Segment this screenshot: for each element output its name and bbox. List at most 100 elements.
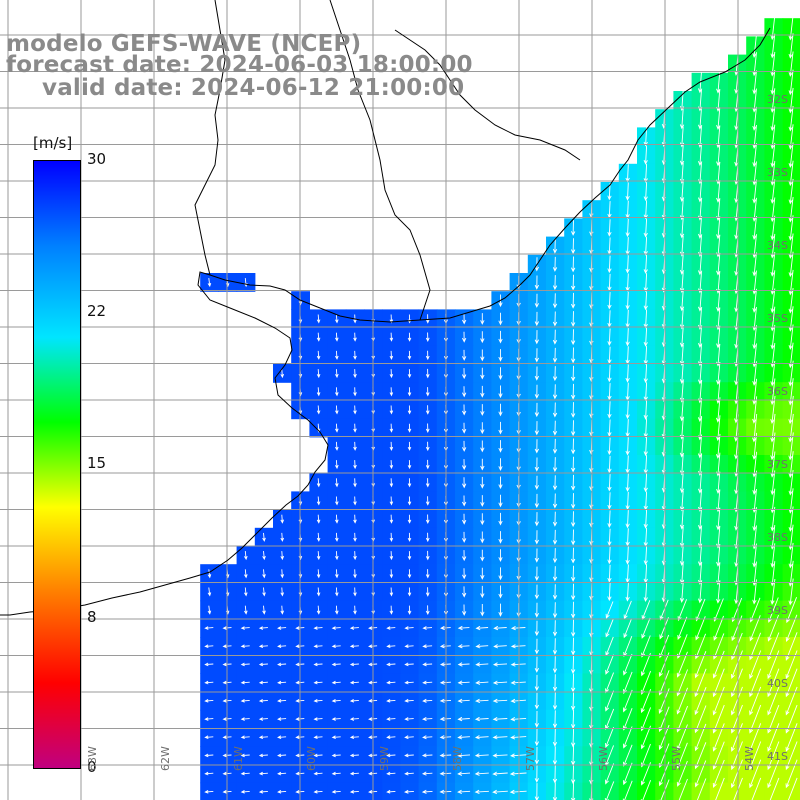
wind-arrow bbox=[204, 717, 214, 721]
wind-arrow bbox=[480, 349, 485, 362]
wind-arrow bbox=[713, 633, 725, 660]
wind-arrow bbox=[788, 542, 794, 569]
wind-arrow bbox=[570, 329, 576, 346]
wind-arrow bbox=[316, 314, 321, 324]
wind-arrow bbox=[679, 144, 685, 166]
wind-arrow bbox=[625, 400, 630, 420]
wind-arrow bbox=[752, 470, 757, 495]
wind-arrow bbox=[679, 344, 685, 366]
wind-arrow bbox=[679, 235, 685, 257]
wind-arrow bbox=[386, 735, 396, 740]
wind-arrow bbox=[389, 387, 394, 397]
colorbar-tick-8: 8 bbox=[87, 608, 97, 626]
wind-arrow bbox=[277, 771, 287, 776]
wind-arrow bbox=[752, 361, 757, 386]
wind-arrow bbox=[407, 605, 412, 615]
wind-arrow bbox=[335, 423, 339, 433]
wind-arrow bbox=[349, 790, 359, 794]
wind-arrow bbox=[643, 418, 648, 439]
wind-arrow bbox=[240, 662, 250, 667]
wind-arrow bbox=[716, 562, 721, 586]
wind-arrow bbox=[475, 698, 489, 704]
wind-arrow bbox=[552, 584, 558, 600]
wind-arrow bbox=[659, 599, 669, 621]
wind-arrow bbox=[335, 405, 339, 415]
wind-arrow bbox=[389, 423, 394, 433]
wind-arrow bbox=[480, 367, 485, 380]
wind-arrow bbox=[607, 401, 612, 419]
wind-arrow bbox=[389, 350, 394, 360]
wind-arrow bbox=[404, 735, 414, 740]
wind-arrow bbox=[258, 699, 268, 703]
wind-arrow bbox=[570, 691, 576, 711]
wind-arrow bbox=[353, 496, 357, 506]
wind-arrow bbox=[570, 292, 576, 309]
wind-arrow bbox=[386, 717, 396, 721]
wind-arrow bbox=[570, 365, 576, 382]
wind-arrow bbox=[552, 728, 558, 747]
wind-arrow bbox=[425, 569, 430, 579]
wind-arrow bbox=[407, 551, 412, 561]
wind-arrow bbox=[353, 605, 357, 615]
wind-arrow bbox=[349, 662, 359, 667]
wind-arrow bbox=[607, 546, 612, 565]
wind-arrow bbox=[389, 314, 394, 324]
wind-arrow bbox=[313, 644, 323, 649]
wind-arrow bbox=[607, 437, 612, 456]
wind-arrow bbox=[277, 644, 287, 649]
wind-arrow bbox=[788, 488, 794, 514]
wind-arrow bbox=[716, 580, 721, 604]
lat-label-40s: 40S bbox=[767, 677, 788, 690]
wind-arrow bbox=[643, 163, 648, 183]
wind-arrow bbox=[767, 723, 780, 752]
wind-arrow bbox=[788, 178, 794, 205]
wind-arrow bbox=[492, 680, 508, 685]
wind-arrow bbox=[788, 142, 794, 168]
wind-arrow bbox=[788, 106, 794, 132]
wind-arrow bbox=[731, 632, 743, 661]
wind-arrow bbox=[313, 626, 323, 630]
wind-arrow bbox=[677, 616, 688, 640]
wind-arrow bbox=[258, 662, 268, 667]
wind-arrow bbox=[570, 565, 576, 582]
wind-arrow bbox=[570, 655, 576, 675]
wind-arrow bbox=[475, 644, 489, 649]
wind-arrow bbox=[240, 771, 250, 776]
wind-speed-cell bbox=[782, 782, 800, 800]
wind-arrow bbox=[713, 615, 725, 641]
wind-arrow bbox=[353, 532, 357, 542]
wind-arrow bbox=[716, 544, 721, 567]
wind-arrow bbox=[730, 759, 743, 789]
wind-arrow bbox=[335, 369, 339, 379]
wind-arrow bbox=[679, 490, 685, 512]
wind-arrow bbox=[353, 369, 357, 379]
wind-arrow bbox=[570, 274, 576, 291]
wind-arrow bbox=[534, 493, 540, 509]
wind-arrow bbox=[258, 753, 268, 758]
wind-arrow bbox=[262, 569, 266, 579]
wind-arrow bbox=[425, 368, 430, 379]
wind-arrow bbox=[623, 618, 633, 639]
wind-arrow bbox=[552, 420, 558, 436]
wind-arrow bbox=[316, 496, 321, 506]
wind-arrow bbox=[492, 698, 508, 704]
wind-arrow bbox=[407, 569, 412, 579]
wind-arrow bbox=[335, 387, 339, 397]
wind-arrow bbox=[622, 762, 633, 786]
wind-arrow bbox=[607, 474, 612, 492]
wind-arrow bbox=[679, 108, 685, 130]
wind-arrow bbox=[733, 777, 743, 800]
wind-arrow bbox=[313, 717, 323, 721]
wind-arrow bbox=[353, 441, 357, 451]
wind-arrow bbox=[262, 551, 266, 561]
wind-arrow bbox=[570, 220, 576, 236]
wind-arrow bbox=[335, 514, 339, 524]
wind-arrow bbox=[787, 777, 798, 800]
wind-arrow bbox=[457, 789, 471, 795]
wind-arrow bbox=[407, 478, 412, 488]
wind-arrow bbox=[425, 441, 430, 452]
wind-arrow bbox=[749, 759, 762, 789]
wind-arrow bbox=[604, 763, 615, 785]
wind-arrow bbox=[607, 219, 612, 237]
wind-arrow bbox=[353, 387, 357, 397]
